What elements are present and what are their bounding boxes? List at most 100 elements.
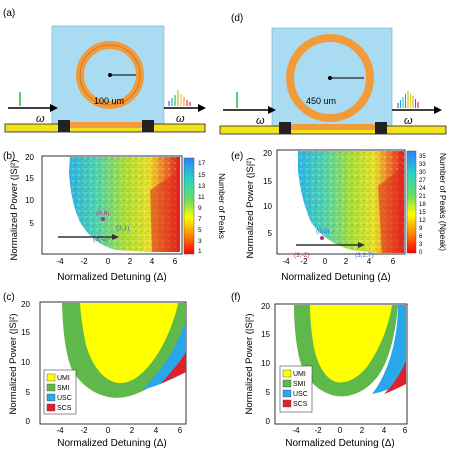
panel-label-c: (c) (3, 292, 15, 303)
x-tick-label: 2 (360, 426, 365, 435)
colorbar-tick: 0 (419, 250, 423, 256)
output-frequency-symbol: ω (176, 113, 185, 125)
y-tick-label: 5 (266, 388, 271, 397)
region-usc (372, 305, 406, 394)
annotation-label: (0,6) (96, 210, 109, 217)
x-tick-label: 6 (178, 426, 183, 435)
legend: UMI SMI USC SCS (279, 365, 313, 413)
y-tick-label: 15 (263, 177, 272, 186)
coupler-block-left (58, 120, 70, 132)
microring-resonator (286, 34, 374, 122)
output-arrow (434, 106, 442, 114)
x-tick-label: 6 (403, 426, 408, 435)
region-umi (310, 305, 392, 383)
y-axis-label: Normalized Power (|S|²) (245, 157, 256, 258)
x-tick-label: 6 (173, 257, 178, 266)
legend-swatch-umi (46, 373, 56, 382)
y-axis-label: Normalized Power (|S|²) (9, 159, 20, 260)
output-comb-spectrum (397, 91, 419, 108)
panel-label-e: (e) (231, 151, 243, 162)
y-tick-label: 15 (25, 174, 34, 183)
x-tick-label: 4 (154, 426, 159, 435)
panel-label-a: (a) (3, 8, 15, 19)
panel-b: (b) 5 10 15 20 -4 -2 0 2 4 6 Normalized … (3, 151, 227, 283)
x-tick-label: -4 (282, 257, 290, 266)
legend-label-smi: SMI (293, 381, 306, 388)
colorbar (183, 157, 195, 255)
x-axis-label: Normalized Detuning (Δ) (285, 438, 395, 449)
x-tick-label: 2 (128, 257, 133, 266)
panel-label-f: (f) (231, 292, 240, 303)
colorbar-tick: 9 (198, 205, 202, 212)
legend-swatch-smi (282, 379, 292, 388)
annotation-label: (3,-2) (93, 236, 109, 243)
region-scs (384, 360, 406, 394)
colorbar-tick: 18 (419, 202, 426, 208)
marker-point (320, 236, 324, 240)
colorbar-tick: 3 (419, 242, 423, 248)
output-comb-spectrum (168, 90, 191, 106)
x-tick-label: -4 (292, 426, 300, 435)
x-tick-label: -2 (80, 426, 88, 435)
x-tick-label: 4 (150, 257, 155, 266)
legend-label-usc: USC (293, 391, 308, 398)
panel-c: (c) 0 5 10 15 20 -4 -2 0 2 4 6 Normalize… (3, 292, 187, 449)
x-tick-label: 0 (338, 426, 343, 435)
coupler-block-left (279, 122, 291, 134)
y-tick-label: 15 (21, 328, 30, 337)
panel-label-d: (d) (231, 13, 243, 24)
panel-f: (f) 0 5 10 15 20 -4 -2 0 2 4 6 Normalize… (231, 292, 408, 449)
x-tick-label: -2 (314, 426, 322, 435)
colorbar-tick: 11 (198, 194, 205, 201)
x-tick-label: 2 (344, 257, 349, 266)
annotation-label: (3,1) (116, 225, 129, 232)
x-axis-label: Normalized Detuning (Δ) (57, 272, 167, 283)
stability-map-heatmap (298, 151, 404, 253)
y-tick-label: 10 (261, 359, 270, 368)
x-tick-label: 6 (391, 257, 396, 266)
legend-swatch-umi (282, 369, 292, 378)
x-tick-label: 4 (382, 426, 387, 435)
stability-map-heatmap (69, 157, 180, 252)
legend-swatch-scs (282, 399, 292, 408)
y-tick-label: 0 (26, 417, 31, 426)
output-frequency-symbol: ω (404, 115, 413, 127)
marker-point (101, 217, 105, 221)
colorbar-tick: 30 (419, 170, 426, 176)
x-tick-label: 2 (130, 426, 135, 435)
legend-swatch-usc (46, 393, 56, 402)
input-frequency-symbol: ω (256, 115, 265, 127)
colorbar-tick: 9 (419, 226, 423, 232)
region-umi (80, 303, 178, 384)
coupler-block-right (142, 120, 154, 132)
legend-label-usc: USC (57, 395, 72, 402)
y-tick-label: 20 (261, 302, 270, 311)
legend-swatch-usc (282, 389, 292, 398)
input-arrow (50, 104, 58, 112)
panel-e: (e) 5 10 15 20 -4 -2 0 2 4 6 Normalized … (231, 149, 448, 283)
y-tick-label: 5 (26, 388, 31, 397)
x-tick-label: -4 (56, 257, 64, 266)
legend-label-umi: UMI (57, 375, 70, 382)
y-tick-label: 10 (21, 358, 30, 367)
colorbar-tick: 5 (198, 227, 202, 234)
colorbar-tick: 27 (419, 178, 426, 184)
radius-label: 100 um (94, 96, 124, 106)
x-tick-label: 0 (106, 426, 111, 435)
x-tick-label: -2 (80, 257, 88, 266)
y-tick-label: 15 (261, 330, 270, 339)
colorbar-tick: 21 (419, 194, 426, 200)
legend-label-umi: UMI (293, 371, 306, 378)
y-axis-label: Normalized Power (|S|²) (244, 313, 255, 414)
legend-label-smi: SMI (57, 385, 70, 392)
colorbar-tick: 12 (419, 218, 426, 224)
y-tick-label: 20 (21, 300, 30, 309)
colorbar-tick: 7 (198, 216, 202, 223)
input-arrow (268, 106, 276, 114)
x-axis-label: Normalized Detuning (Δ) (281, 272, 391, 283)
legend-label-scs: SCS (57, 405, 72, 412)
x-tick-label: -2 (300, 257, 308, 266)
coupler-block-right (375, 122, 387, 134)
coupling-section (285, 124, 380, 130)
region-scs (160, 352, 186, 384)
